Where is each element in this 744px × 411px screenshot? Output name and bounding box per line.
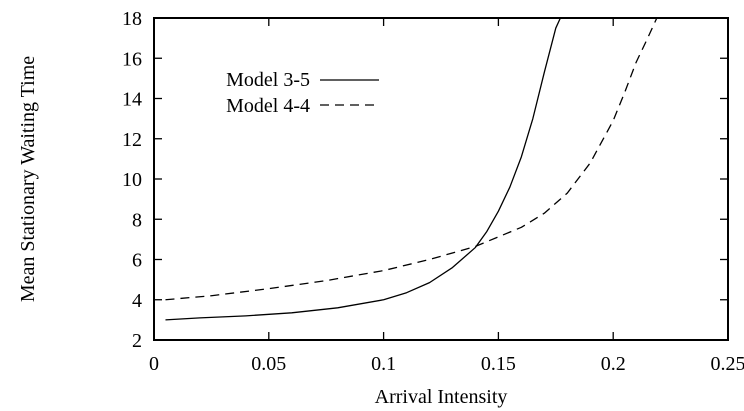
x-tick-label: 0.05 (251, 353, 286, 375)
x-axis-ticks: 0 0.05 0.1 0.15 0.2 0.25 (149, 18, 744, 375)
legend: Model 3-5 Model 4-4 (226, 69, 379, 117)
series-line-model-3-5 (165, 17, 561, 321)
x-tick-label: 0.15 (481, 353, 516, 375)
x-axis-title: Arrival Intensity (375, 386, 508, 408)
x-tick-label: 0 (149, 353, 159, 375)
y-tick-label: 16 (122, 48, 142, 70)
y-tick-label: 8 (132, 209, 142, 231)
y-tick-label: 18 (122, 8, 142, 30)
y-tick-label: 6 (132, 250, 142, 272)
y-tick-label: 14 (122, 89, 142, 111)
y-tick-label: 10 (122, 169, 142, 191)
series-line-model-4-4 (165, 17, 658, 301)
y-axis-title: Mean Stationary Waiting Time (17, 56, 39, 302)
x-tick-label: 0.2 (601, 353, 626, 375)
legend-label-model-3-5: Model 3-5 (226, 69, 310, 91)
series-group (165, 17, 658, 321)
y-tick-label: 4 (132, 290, 142, 312)
legend-label-model-4-4: Model 4-4 (226, 95, 310, 117)
x-tick-label: 0.1 (371, 353, 396, 375)
y-tick-label: 12 (122, 129, 142, 151)
y-tick-label: 2 (132, 330, 142, 352)
x-tick-label: 0.25 (711, 353, 744, 375)
y-axis-ticks: 2 4 6 8 10 12 14 16 18 (122, 8, 728, 352)
